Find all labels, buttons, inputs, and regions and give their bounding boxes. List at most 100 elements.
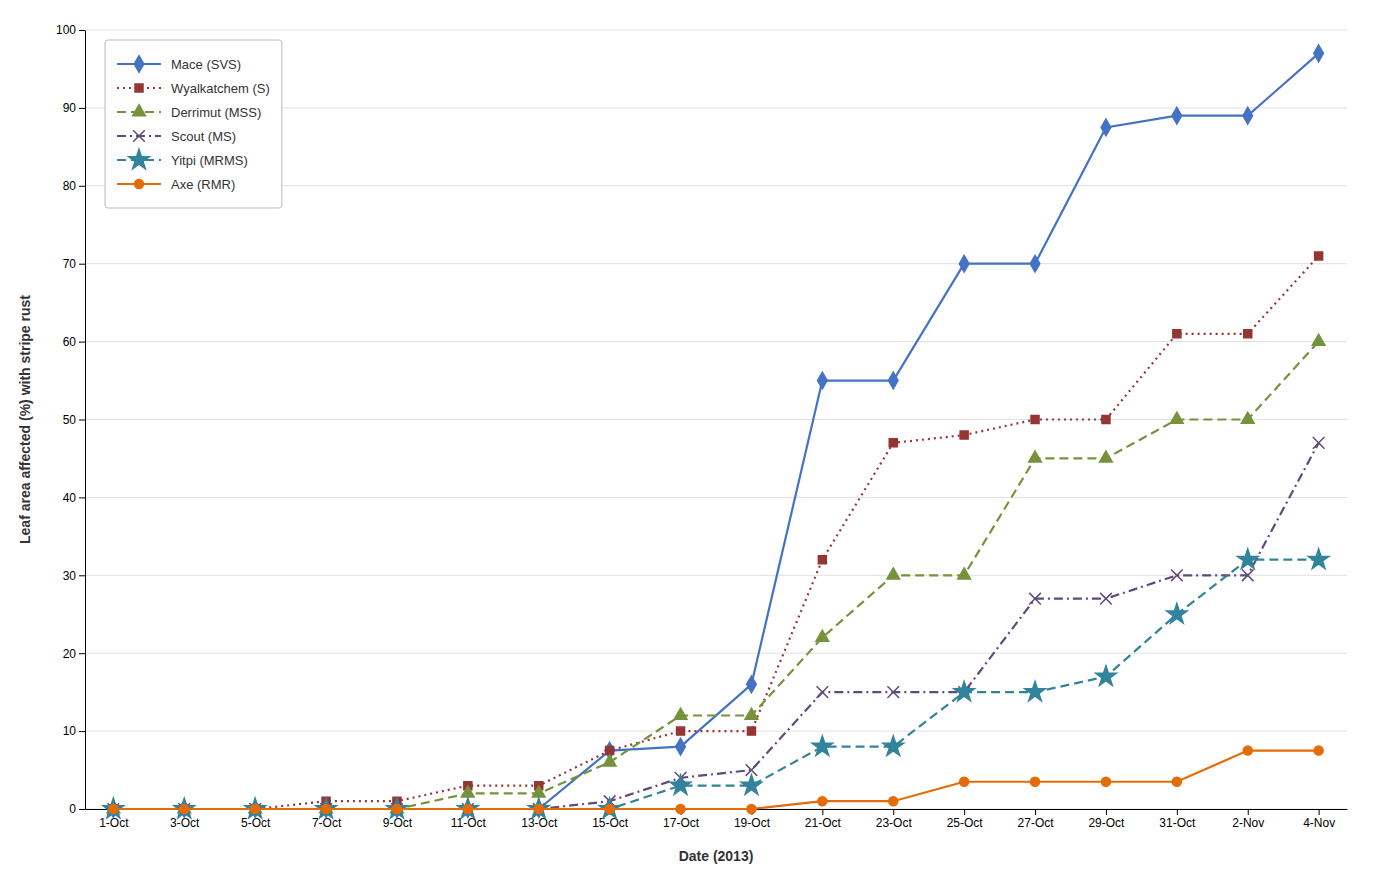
legend-marker — [134, 179, 143, 188]
tick-mark — [964, 809, 965, 815]
line — [113, 342, 1318, 809]
legend-marker — [129, 149, 149, 168]
legend-label: Mace (SVS) — [171, 57, 241, 72]
legend-item: Scout (MS) — [117, 129, 236, 144]
marker — [1029, 593, 1041, 605]
tick: 50 — [63, 413, 85, 427]
marker — [741, 775, 761, 794]
legend-item: Yitpi (MRMS) — [117, 149, 248, 168]
marker — [1029, 451, 1042, 462]
legend-item: Mace (SVS) — [117, 56, 241, 73]
tick-mark — [79, 108, 85, 109]
tick-mark — [79, 342, 85, 343]
tick-label: 17-Oct — [663, 816, 700, 830]
line — [113, 443, 1318, 809]
legend-item: Axe (RMR) — [117, 177, 235, 192]
tick-label: 70 — [63, 257, 77, 271]
legend-item: Wyalkatchem (S) — [117, 81, 270, 96]
tick-label: 40 — [63, 491, 77, 505]
tick-mark — [79, 497, 85, 498]
marker — [954, 681, 974, 700]
marker — [883, 736, 903, 755]
legend-frame — [105, 40, 282, 208]
tick: 31-Oct — [1159, 809, 1196, 830]
marker — [1102, 416, 1110, 424]
tick-label: 5-Oct — [241, 816, 271, 830]
marker — [812, 736, 832, 755]
marker — [1243, 107, 1253, 124]
marker — [1238, 549, 1258, 568]
tick-mark — [79, 420, 85, 421]
tick-label: 3-Oct — [170, 816, 200, 830]
marker — [1313, 437, 1325, 449]
series — [109, 746, 1323, 813]
marker — [1096, 666, 1116, 685]
marker — [461, 786, 474, 797]
marker — [1170, 412, 1183, 423]
grid-line — [85, 30, 1347, 31]
legend-marker — [133, 130, 145, 142]
marker — [1100, 451, 1113, 462]
marker — [1243, 746, 1252, 755]
tick-label: 19-Oct — [734, 816, 771, 830]
marker — [747, 676, 757, 693]
marker — [605, 804, 614, 813]
tick-label: 15-Oct — [592, 816, 629, 830]
marker — [1173, 330, 1181, 338]
marker — [1031, 416, 1039, 424]
legend-label: Derrimut (MSS) — [171, 105, 261, 120]
series — [103, 549, 1329, 818]
marker — [1030, 255, 1040, 272]
marker — [251, 805, 259, 813]
tick-label: 13-Oct — [521, 816, 558, 830]
grid-line — [85, 263, 1347, 264]
line — [113, 560, 1318, 809]
line — [113, 53, 1318, 809]
tick: 20 — [63, 647, 85, 661]
tick-label: 7-Oct — [312, 816, 342, 830]
legend-item: Derrimut (MSS) — [117, 105, 261, 120]
marker — [889, 439, 897, 447]
tick-mark — [79, 575, 85, 576]
y-axis: 0102030405060708090100 — [56, 23, 86, 816]
marker — [676, 804, 685, 813]
marker — [1244, 330, 1252, 338]
tick: 40 — [63, 491, 85, 505]
marker — [606, 747, 614, 755]
tick-label: 11-Oct — [451, 816, 487, 830]
marker — [180, 804, 189, 813]
marker — [888, 372, 898, 389]
chart: 1-Oct 3-Oct 5-Oct 7-Oct 9-Oct 11-Oct 13-Oct 15-… — [0, 0, 1377, 884]
tick: 2-Nov — [1232, 809, 1264, 830]
tick-mark — [1106, 809, 1107, 815]
marker — [1025, 681, 1045, 700]
tick: 90 — [63, 101, 85, 115]
marker — [251, 804, 260, 813]
tick-label: 27-Oct — [1018, 816, 1055, 830]
marker — [1167, 603, 1187, 622]
marker — [817, 686, 829, 698]
tick-label: 1-Oct — [99, 816, 129, 830]
tick: 21-Oct — [805, 809, 842, 830]
marker — [1312, 334, 1325, 345]
grid — [85, 30, 1347, 809]
marker — [677, 727, 685, 735]
marker — [322, 804, 331, 813]
tick-label: 100 — [56, 23, 76, 37]
marker — [960, 431, 968, 439]
marker — [1101, 119, 1111, 136]
legend-label: Scout (MS) — [171, 129, 236, 144]
tick-label: 23-Oct — [876, 816, 913, 830]
grid-line — [85, 341, 1347, 342]
tick: 25-Oct — [947, 809, 984, 830]
marker — [745, 708, 758, 719]
marker — [1100, 593, 1112, 605]
marker — [1242, 569, 1254, 581]
marker — [889, 797, 898, 806]
marker — [1101, 777, 1110, 786]
marker — [1314, 45, 1324, 62]
line — [113, 256, 1318, 809]
tick-mark — [1248, 809, 1249, 815]
grid-line — [85, 653, 1347, 654]
tick-label: 9-Oct — [383, 816, 413, 830]
